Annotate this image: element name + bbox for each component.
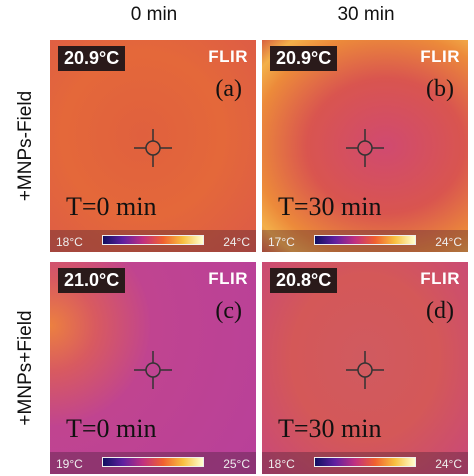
thermal-image: 20.9°C FLIR (b) T=30 min 17°C 24°C bbox=[262, 40, 468, 252]
panel-label: (c) bbox=[215, 298, 242, 324]
brand-logo: FLIR bbox=[420, 47, 460, 66]
column-header: 30 min bbox=[337, 4, 395, 25]
temperature-reading: 20.8°C bbox=[270, 268, 338, 293]
crosshair bbox=[346, 129, 384, 167]
scale-strip: 17°C 24°C bbox=[262, 230, 468, 252]
row-header: +MNPs-Field bbox=[15, 90, 36, 202]
scale-min: 17°C bbox=[268, 235, 295, 249]
brand-logo: FLIR bbox=[208, 47, 248, 66]
scale-max: 24°C bbox=[435, 235, 462, 249]
scale-strip: 18°C 24°C bbox=[262, 452, 468, 474]
brand-logo: FLIR bbox=[420, 269, 460, 288]
panel-label: (a) bbox=[215, 76, 242, 102]
scale-strip: 18°C 24°C bbox=[50, 230, 256, 252]
time-label: T=30 min bbox=[278, 192, 382, 221]
thermal-image: 21.0°C FLIR (c) T=0 min 19°C 25°C bbox=[50, 262, 256, 474]
color-bar bbox=[102, 457, 204, 467]
row-header: +MNPs+Field bbox=[15, 310, 36, 426]
scale-max: 25°C bbox=[223, 457, 250, 471]
temperature-reading: 20.9°C bbox=[270, 46, 338, 71]
crosshair bbox=[346, 351, 384, 389]
scale-max: 24°C bbox=[223, 235, 250, 249]
color-bar bbox=[314, 235, 416, 245]
crosshair bbox=[134, 351, 172, 389]
thermal-image: 20.9°C FLIR (a) T=0 min 18°C 24°C bbox=[50, 40, 256, 252]
column-header: 0 min bbox=[130, 4, 178, 25]
temperature-reading: 20.9°C bbox=[58, 46, 126, 71]
temperature-reading: 21.0°C bbox=[58, 268, 126, 293]
scale-max: 24°C bbox=[435, 457, 462, 471]
scale-min: 18°C bbox=[268, 457, 295, 471]
color-bar bbox=[314, 457, 416, 467]
panel-label: (d) bbox=[426, 298, 454, 324]
time-label: T=0 min bbox=[66, 414, 157, 443]
thermal-image: 20.8°C FLIR (d) T=30 min 18°C 24°C bbox=[262, 262, 468, 474]
crosshair bbox=[134, 129, 172, 167]
panel-label: (b) bbox=[426, 76, 454, 102]
scale-min: 19°C bbox=[56, 457, 83, 471]
scale-strip: 19°C 25°C bbox=[50, 452, 256, 474]
time-label: T=0 min bbox=[66, 192, 157, 221]
color-bar bbox=[102, 235, 204, 245]
scale-min: 18°C bbox=[56, 235, 83, 249]
time-label: T=30 min bbox=[278, 414, 382, 443]
brand-logo: FLIR bbox=[208, 269, 248, 288]
